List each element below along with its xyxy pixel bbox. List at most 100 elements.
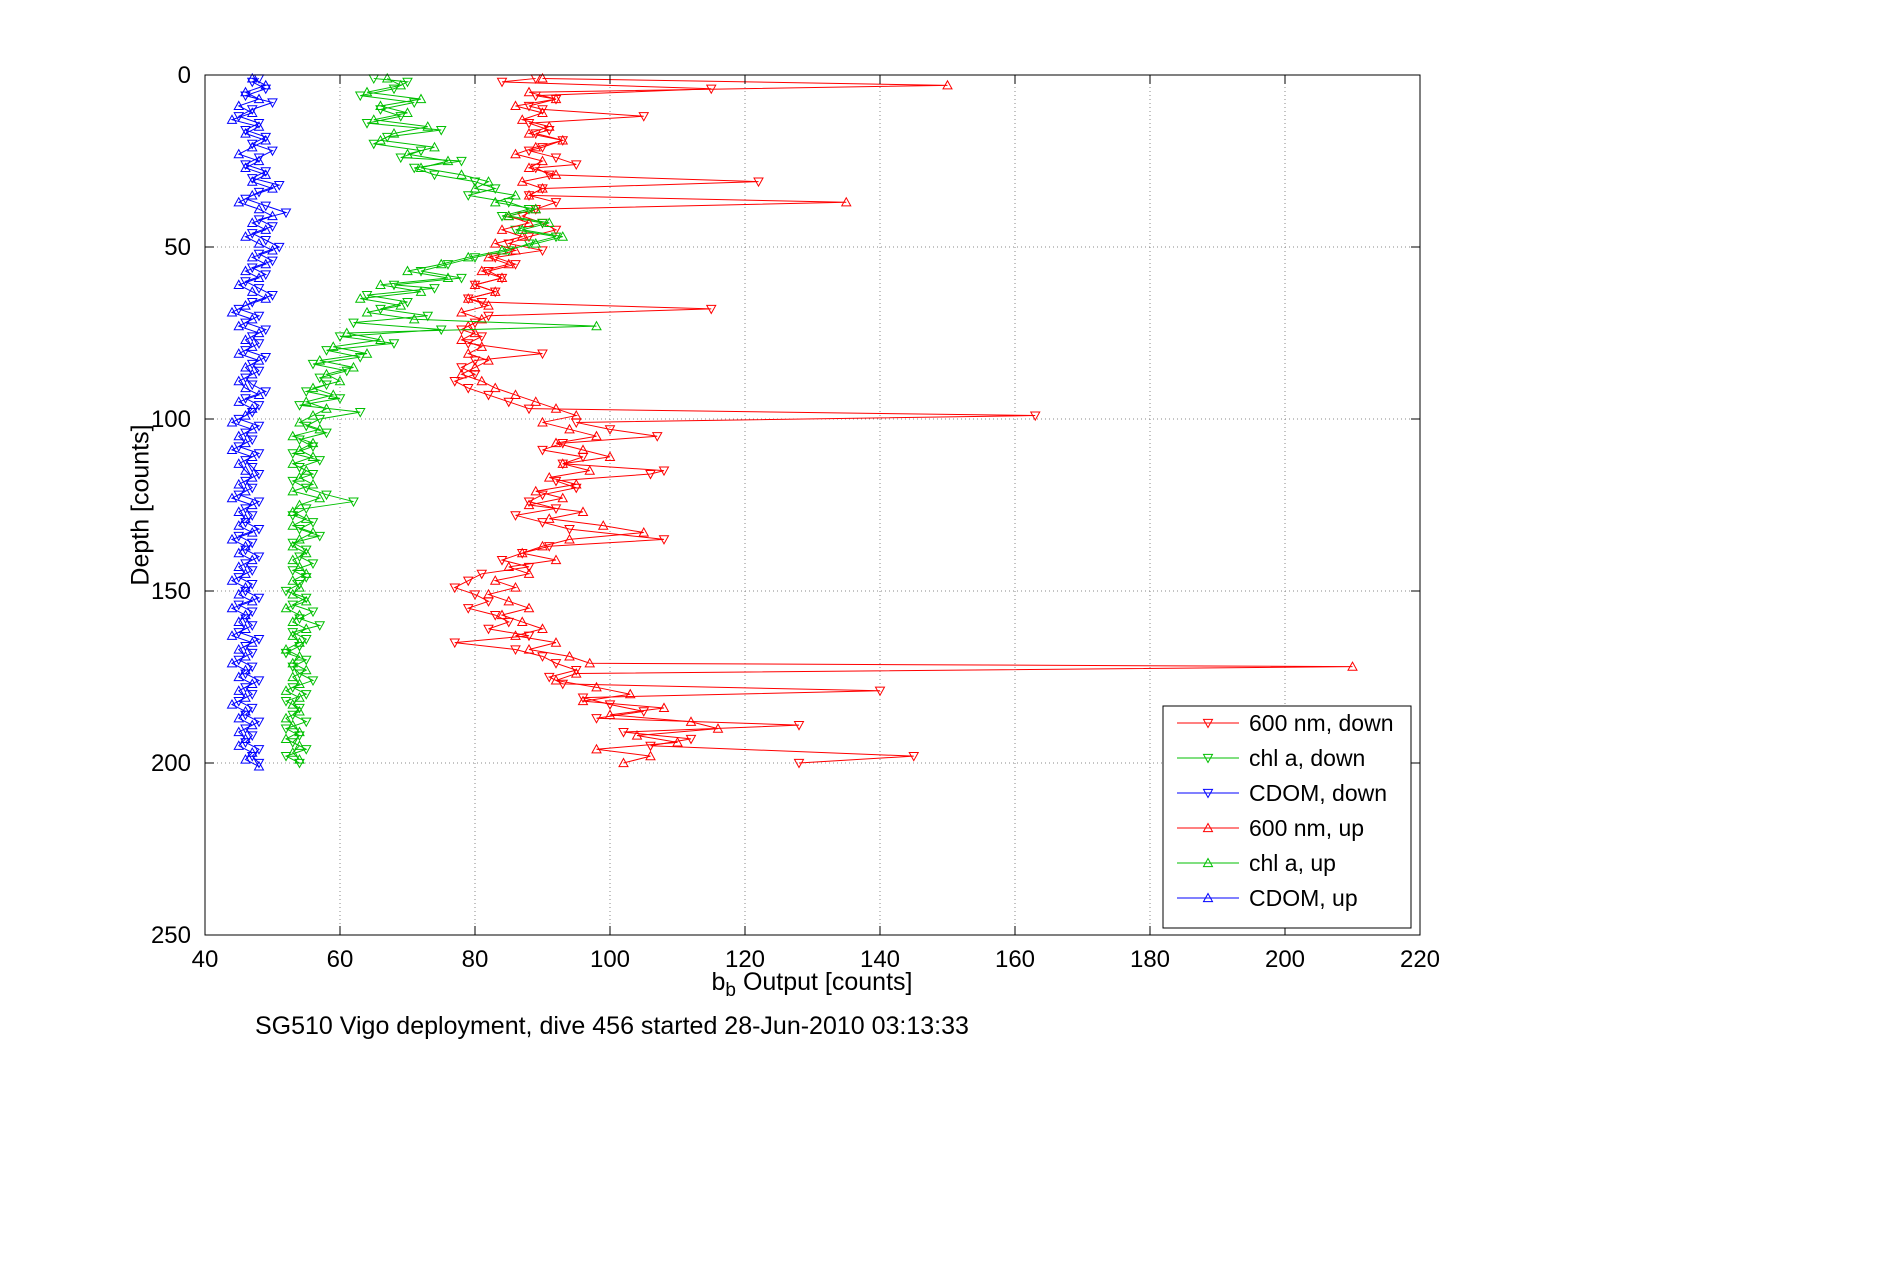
triangle-up-marker [280, 685, 292, 695]
triangle-up-marker [550, 169, 562, 179]
triangle-down-marker [260, 132, 272, 143]
triangle-up-marker [530, 203, 542, 214]
triangle-up-marker [246, 251, 258, 262]
triangle-down-marker [489, 610, 501, 621]
triangle-down-marker [253, 497, 265, 508]
x-tick-label: 160 [995, 946, 1035, 973]
triangle-down-marker [496, 211, 508, 222]
triangle-up-marker [246, 595, 258, 606]
triangle-down-marker [753, 177, 764, 188]
triangle-up-marker [240, 162, 251, 172]
triangle-up-marker [287, 506, 299, 516]
triangle-up-marker [537, 107, 548, 117]
triangle-up-marker [402, 265, 413, 276]
triangle-up-marker [577, 506, 589, 516]
triangle-down-marker [537, 246, 548, 256]
triangle-up-marker [361, 348, 373, 358]
triangle-up-marker [476, 265, 488, 276]
triangle-up-marker [287, 540, 299, 551]
triangle-up-marker [840, 196, 852, 207]
triangle-up-marker [456, 368, 467, 379]
triangle-up-marker [523, 162, 535, 172]
triangle-up-marker [557, 458, 569, 468]
triangle-down-marker [267, 146, 278, 157]
triangle-up-marker [314, 492, 326, 503]
triangle-up-marker [233, 148, 245, 159]
triangle-up-marker [577, 695, 589, 706]
triangle-up-marker [233, 712, 245, 723]
x-axis-label-subscript: b [725, 980, 736, 1001]
triangle-up-marker [543, 513, 555, 523]
triangle-down-marker [1202, 718, 1214, 729]
triangle-down-marker [510, 645, 521, 656]
triangle-down-marker [267, 256, 278, 267]
triangle-down-marker [280, 696, 292, 707]
triangle-up-marker [280, 602, 292, 613]
triangle-up-marker [314, 354, 326, 365]
triangle-down-marker [1029, 411, 1041, 422]
triangle-down-marker [253, 593, 265, 604]
triangle-down-marker [523, 101, 535, 112]
triangle-up-marker [246, 423, 258, 434]
triangle-up-marker [624, 688, 636, 699]
triangle-down-marker [793, 758, 805, 769]
triangle-up-marker [415, 93, 427, 104]
triangle-down-marker [503, 397, 515, 408]
triangle-up-marker [503, 561, 515, 572]
triangle-up-marker [604, 451, 616, 461]
triangle-down-marker [462, 604, 474, 614]
triangle-up-marker [537, 155, 548, 166]
triangle-up-marker [462, 348, 474, 358]
triangle-down-marker [415, 266, 427, 277]
figure-caption: SG510 Vigo deployment, dive 456 started … [255, 1012, 969, 1040]
triangle-down-marker [300, 690, 312, 700]
triangle-up-marker [469, 361, 481, 372]
triangle-up-marker [341, 327, 353, 338]
triangle-up-marker [516, 547, 528, 558]
triangle-down-marker [246, 580, 258, 590]
triangle-down-marker [253, 676, 265, 686]
triangle-down-marker [253, 311, 265, 322]
triangle-up-marker [402, 148, 413, 159]
triangle-down-marker [469, 253, 481, 263]
triangle-up-marker [516, 224, 528, 234]
triangle-down-marker [537, 218, 548, 229]
triangle-up-marker [442, 155, 454, 166]
triangle-up-marker [246, 637, 258, 647]
triangle-up-marker [294, 444, 305, 455]
triangle-up-marker [240, 485, 251, 496]
x-tick-label: 200 [1265, 946, 1305, 973]
triangle-up-marker [287, 657, 299, 668]
triangle-up-marker [537, 623, 548, 633]
triangle-up-marker [226, 306, 238, 317]
triangle-up-marker [246, 107, 258, 117]
triangle-up-marker [469, 279, 481, 289]
triangle-up-marker [253, 238, 265, 248]
triangle-up-marker [564, 423, 575, 434]
y-tick-label: 200 [151, 750, 191, 777]
triangle-up-marker [240, 86, 251, 97]
triangle-up-marker [321, 368, 332, 379]
triangle-up-marker [300, 664, 312, 675]
triangle-down-marker [658, 466, 670, 477]
triangle-down-marker [314, 621, 326, 631]
triangle-up-marker [246, 526, 258, 537]
triangle-down-marker [442, 260, 454, 270]
triangle-up-marker [462, 251, 474, 262]
triangle-up-marker [550, 437, 562, 448]
triangle-up-marker [435, 258, 447, 269]
triangle-up-marker [375, 334, 386, 344]
triangle-down-marker [246, 105, 258, 115]
triangle-up-marker [483, 299, 494, 310]
triangle-up-marker [368, 114, 380, 124]
series-line-chl-a-up [284, 77, 597, 760]
triangle-up-marker [496, 609, 508, 620]
triangle-up-marker [300, 513, 312, 523]
triangle-up-marker [253, 760, 265, 771]
triangle-down-marker [651, 432, 663, 442]
triangle-up-marker [287, 698, 299, 709]
triangle-up-marker [456, 334, 467, 344]
triangle-up-marker [233, 458, 245, 468]
triangle-up-marker [233, 279, 245, 289]
